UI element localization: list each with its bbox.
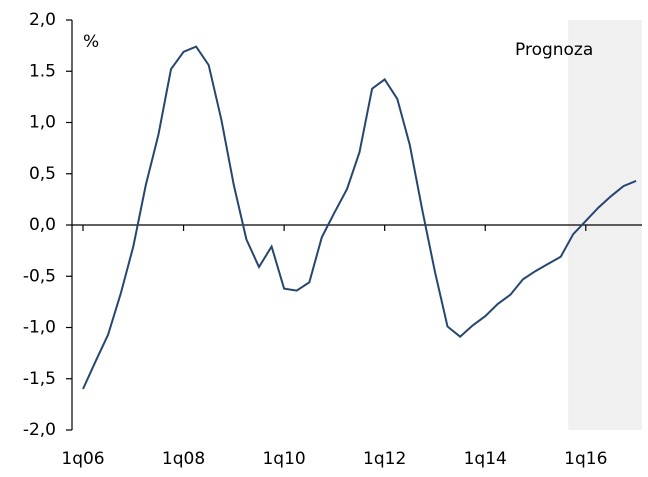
- x-tick-label: 1q10: [262, 449, 305, 469]
- y-tick-label: -0,5: [23, 266, 56, 286]
- x-tick-label: 1q16: [564, 449, 607, 469]
- y-tick-label: -1,0: [23, 318, 56, 338]
- y-tick-label: 1,0: [29, 113, 56, 133]
- y-tick-label: 1.5: [29, 61, 56, 81]
- unit-label: %: [83, 32, 99, 52]
- x-tick-label: 1q06: [61, 449, 104, 469]
- y-tick-label: -1,5: [23, 369, 56, 389]
- y-tick-label: -2,0: [23, 420, 56, 440]
- forecast-label: Prognoza: [515, 40, 593, 60]
- x-tick-label: 1q12: [363, 449, 406, 469]
- y-tick-label: 2,0: [29, 10, 56, 30]
- x-tick-label: 1q08: [162, 449, 205, 469]
- data-line: [82, 45, 637, 390]
- y-tick-label: 0,0: [29, 215, 56, 235]
- x-tick-label: 1q14: [464, 449, 507, 469]
- y-tick-label: 0,5: [29, 164, 56, 184]
